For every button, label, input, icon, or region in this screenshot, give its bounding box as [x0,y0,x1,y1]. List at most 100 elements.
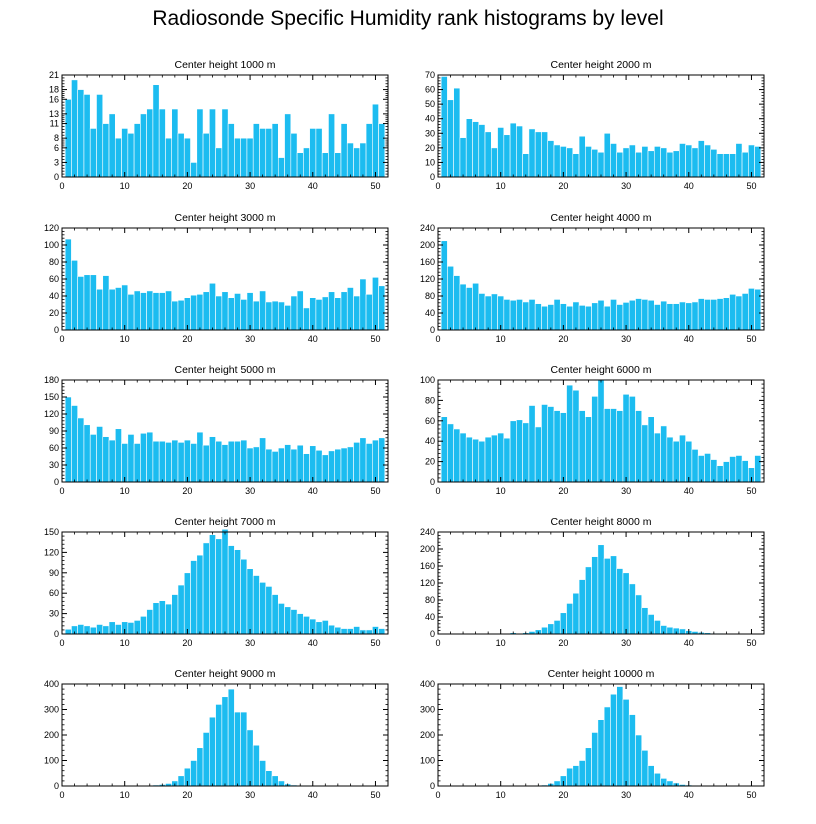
histogram-bar [710,459,718,483]
histogram-bar [672,150,680,178]
histogram-bar [171,108,179,178]
histogram-bar [635,594,643,635]
y-tick-label: 60 [49,443,59,453]
histogram-bar [603,132,611,178]
histogram-bar [710,149,718,178]
histogram-bar [697,455,705,483]
histogram-bar [114,624,122,635]
histogram-bar [528,299,536,331]
histogram-bar [321,454,329,483]
y-tick-label: 150 [44,527,59,537]
histogram-bar [641,607,649,635]
x-tick-label: 20 [558,790,568,800]
histogram-bar [484,131,492,178]
histogram-bar [497,295,505,331]
histogram-bar [209,108,216,178]
histogram-bar [722,153,730,178]
histogram-bar [741,151,749,178]
histogram-bar [378,628,386,635]
x-tick-label: 40 [684,181,694,191]
y-tick-label: 10 [425,157,435,167]
histogram-bar [653,146,661,178]
y-tick-label: 90 [49,426,59,436]
histogram-bar [509,420,517,483]
y-tick-label: 200 [44,730,59,740]
histogram-bar [303,147,310,178]
histogram-bar [716,298,724,331]
y-tick-label: 60 [49,274,59,284]
histogram-bar [64,238,72,331]
histogram-bar [566,384,574,483]
histogram-bar [133,290,141,331]
histogram-bar [303,616,310,635]
histogram-bar [284,606,292,635]
histogram-bar [353,147,361,178]
histogram-bar [585,747,592,787]
histogram-bar [704,299,712,331]
histogram-bar [679,301,686,331]
histogram-bar [741,293,749,331]
y-tick-label: 20 [425,457,435,467]
x-tick-label: 10 [496,638,506,648]
histogram-bar [328,113,336,178]
histogram-bar [559,412,567,483]
x-tick-label: 40 [684,790,694,800]
histogram-bar [691,147,699,178]
histogram-bar [127,293,135,331]
histogram-bar [158,600,166,635]
histogram-bar [271,594,279,635]
histogram-bar [215,538,223,635]
histogram-bar [610,555,617,635]
histogram-bar [503,134,511,178]
histogram-bar [121,128,129,178]
histogram-bar [578,305,586,331]
histogram-bar [177,775,185,787]
y-tick-label: 80 [49,257,59,267]
y-tick-label: 200 [420,240,435,250]
histogram-bar [722,297,730,331]
histogram-bar [490,434,498,483]
histogram-bar [653,772,661,787]
histogram-bar [566,305,574,331]
histogram-bar [290,295,298,331]
x-tick-label: 30 [245,334,255,344]
histogram-bar [315,299,323,331]
histogram-bar [102,436,110,483]
histogram-bar [290,132,298,178]
x-tick-label: 30 [245,790,255,800]
histogram-bar [666,626,674,635]
histogram-bar [71,259,78,331]
panel-title: Center height 10000 m [548,668,655,680]
histogram-bar [96,426,104,483]
histogram-bar [553,410,561,483]
histogram-bar [96,288,104,331]
x-tick-label: 20 [182,334,192,344]
histogram-bar [440,416,448,483]
histogram-bar [240,711,248,787]
histogram-bar [83,424,91,483]
histogram-bar [679,628,686,635]
histogram-bar [202,291,210,331]
histogram-bar [259,437,267,483]
histogram-bar [227,123,235,178]
histogram-bar [729,456,737,483]
x-tick-label: 10 [496,486,506,496]
histogram-bar [716,153,724,178]
histogram-bar [453,428,461,483]
x-tick-label: 0 [435,638,440,648]
histogram-panel: Center height 5000 m 0 10 20 30 40 50 0 30 60 90 12… [44,364,389,496]
histogram-bar [234,293,241,331]
y-tick-label: 0 [430,781,435,791]
histogram-bar [641,146,649,178]
x-tick-label: 40 [308,790,318,800]
histogram-bar [566,603,574,635]
x-tick-label: 10 [496,790,506,800]
histogram-bar [372,276,379,331]
x-tick-label: 0 [435,181,440,191]
figure-title: Radiosonde Specific Humidity rank histog… [152,7,664,30]
histogram-bar [265,301,273,331]
histogram-bar [334,297,342,331]
histogram-bar [729,293,737,331]
histogram-bar [484,436,492,483]
panel-title: Center height 7000 m [175,516,276,528]
